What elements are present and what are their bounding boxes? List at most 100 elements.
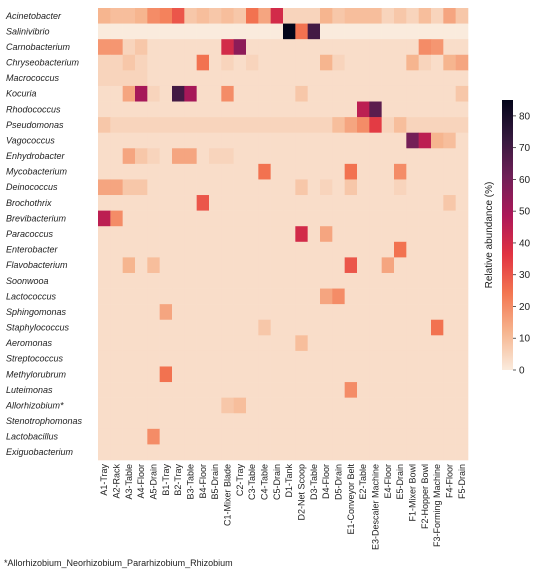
heatmap-cell [357,397,370,414]
heatmap-cell [283,382,296,398]
heatmap-cell [418,39,432,56]
heatmap-cell [135,350,148,367]
heatmap-cell [320,23,333,40]
heatmap-cell [196,335,210,352]
heatmap-cell [357,70,370,87]
heatmap-cell [394,195,407,211]
heatmap-cell [406,54,419,71]
heatmap-cell [184,8,197,24]
heatmap-cell [122,257,136,274]
heatmap-cell [110,226,123,243]
heatmap-cell [443,8,456,24]
heatmap-cell [431,335,444,352]
heatmap-cell [196,163,210,180]
heatmap-cell [196,8,210,24]
heatmap-cell [159,335,173,352]
heatmap-cell [431,54,444,71]
heatmap-cell [172,148,185,165]
heatmap-cell [172,132,185,149]
heatmap-cell [110,101,123,118]
heatmap-cell [172,413,185,430]
colorbar: 0 10 20 30 40 50 60 70 80 Relative abundance (%) [484,100,531,377]
heatmap-cell [270,382,284,398]
heatmap-cell [184,304,197,321]
heatmap-cell [332,428,345,445]
heatmap-cell [283,413,296,430]
heatmap-cell [344,179,358,196]
heatmap-cell [307,288,321,305]
heatmap-cell [221,195,234,211]
heatmap-cell [295,413,308,430]
heatmap-cell [209,163,222,180]
heatmap-cell [295,335,308,352]
heatmap-cell [443,70,456,87]
heatmap-cell [455,428,469,445]
heatmap-cell [406,397,419,414]
heatmap-cell [221,163,234,180]
heatmap-cell [233,132,247,149]
heatmap-cell [221,8,234,24]
heatmap-cell [184,272,197,289]
heatmap-cell [357,413,370,430]
heatmap-cell [406,272,419,289]
heatmap-cell [381,413,395,430]
heatmap-cell [369,101,382,118]
heatmap-cell [209,366,222,383]
heatmap-cell [98,366,111,383]
row-label: Paracoccus [6,229,54,239]
heatmap-cell [159,8,173,24]
heatmap-cell [233,366,247,383]
heatmap-cell [209,319,222,336]
heatmap-cell [209,428,222,445]
heatmap-cell [221,54,234,71]
heatmap-cell [332,288,345,305]
heatmap-cell [381,70,395,87]
heatmap-cell [184,70,197,87]
column-label: E5-Drain [395,464,405,500]
heatmap-cell [443,241,456,258]
heatmap-cell [147,117,160,133]
heatmap-cell [357,148,370,165]
heatmap-cell [320,85,333,102]
heatmap-cell [209,288,222,305]
heatmap-cell [443,226,456,243]
heatmap-cell [431,8,444,24]
heatmap-cell [357,195,370,211]
heatmap-cell [110,39,123,56]
heatmap-cell [172,179,185,196]
heatmap-cell [122,179,136,196]
heatmap-cell [233,39,247,56]
heatmap-cell [369,23,382,40]
heatmap-cell [184,335,197,352]
heatmap-cell [344,210,358,227]
heatmap-cell [394,272,407,289]
heatmap-cell [159,397,173,414]
heatmap-cell [431,319,444,336]
heatmap-cell [431,428,444,445]
row-label: Salinivibrio [6,26,50,36]
heatmap-cell [196,70,210,87]
heatmap-cell [233,163,247,180]
heatmap-cell [431,397,444,414]
heatmap-cell [283,23,296,40]
heatmap-cell [258,70,271,87]
heatmap-cell [332,413,345,430]
heatmap-cell [110,23,123,40]
heatmap-cell [406,179,419,196]
column-label: C5-Drain [272,464,282,500]
heatmap-cell [221,23,234,40]
heatmap-cell [394,428,407,445]
heatmap-cell [307,23,321,40]
heatmap-cell [209,23,222,40]
heatmap-cell [283,288,296,305]
column-label: B3-Table [186,464,196,500]
column-label: D1-Tank [284,464,294,498]
heatmap-cell [418,366,432,383]
heatmap-cell [381,85,395,102]
column-label: A3-Table [124,464,134,500]
heatmap-cell [443,397,456,414]
heatmap-cell [344,85,358,102]
heatmap-cell [381,226,395,243]
heatmap-cell [209,148,222,165]
heatmap-cell [283,241,296,258]
